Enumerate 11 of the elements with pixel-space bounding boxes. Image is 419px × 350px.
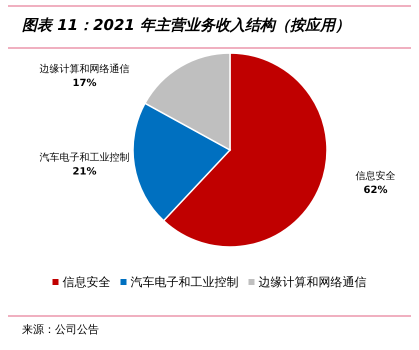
data-label: 17% [72,78,96,89]
data-label: 21% [72,166,96,178]
data-label: 62% [364,185,388,196]
slice-label: 汽车电子和工业控制 [40,152,130,164]
legend-label: 边缘计算和网络通信 [258,275,366,289]
chart-title: 图表 11：2021 年主营业务收入结构（按应用） [22,16,350,34]
slice-label: 边缘计算和网络通信 [40,62,130,75]
legend-label: 信息安全 [62,275,110,289]
source-note: 来源：公司公告 [22,323,99,336]
legend-label: 汽车电子和工业控制 [130,275,238,289]
slice-label: 信息安全 [356,170,396,182]
